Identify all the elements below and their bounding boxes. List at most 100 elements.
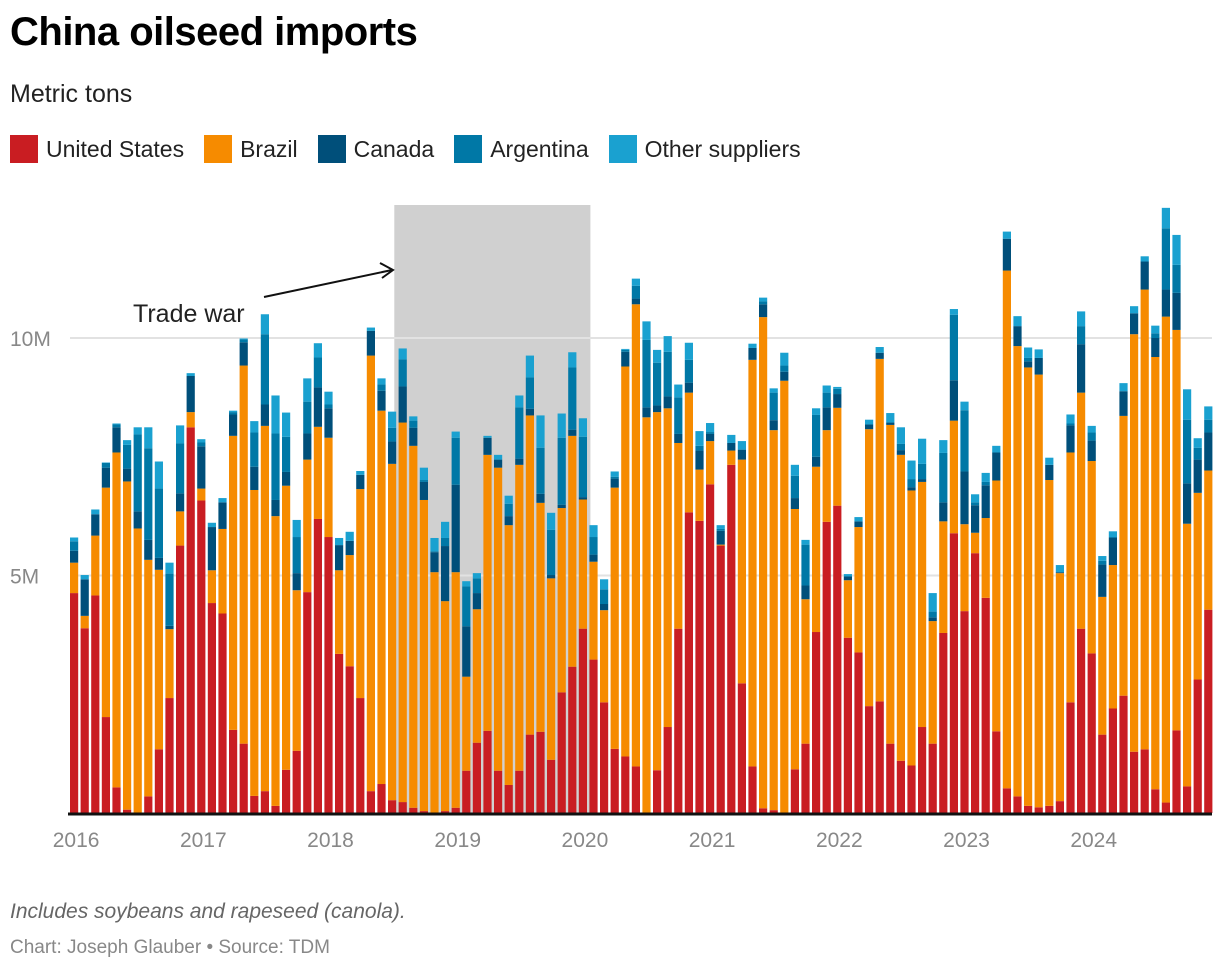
bar-segment-united-states <box>324 537 333 813</box>
bar-stack <box>494 454 503 813</box>
bar-segment-united-states <box>165 698 174 813</box>
bar-segment-canada <box>695 450 704 470</box>
bar-segment-united-states <box>197 500 206 813</box>
bar-segment-canada <box>282 471 291 486</box>
bar-segment-other-suppliers <box>960 401 969 411</box>
legend: United States Brazil Canada Argentina Ot… <box>10 135 821 163</box>
bar-segment-brazil <box>377 410 386 785</box>
bar-segment-argentina <box>462 586 471 627</box>
bar-segment-united-states <box>875 701 884 814</box>
bar-segment-other-suppliers <box>1119 383 1128 392</box>
bar-segment-brazil <box>536 502 545 732</box>
bar-segment-other-suppliers <box>843 574 852 577</box>
bar-segment-brazil <box>992 480 1001 732</box>
bar-segment-canada <box>356 474 365 490</box>
bar-segment-brazil <box>600 610 609 703</box>
bar-segment-other-suppliers <box>1193 438 1202 448</box>
bar-segment-other-suppliers <box>812 408 821 415</box>
bar-segment-canada <box>462 626 471 677</box>
bar-stack <box>186 373 195 813</box>
bar-segment-brazil <box>70 562 79 594</box>
bar-segment-other-suppliers <box>992 445 1001 453</box>
bar-stack <box>833 386 842 813</box>
bar-segment-other-suppliers <box>112 423 121 425</box>
bar-segment-brazil <box>1045 480 1054 806</box>
bar-stack <box>197 439 206 813</box>
bar-segment-other-suppliers <box>547 512 556 530</box>
bar-segment-canada <box>409 427 418 446</box>
bar-segment-canada <box>621 351 630 367</box>
bar-stack <box>377 378 386 813</box>
bar-segment-argentina <box>101 462 110 468</box>
bar-segment-united-states <box>1183 786 1192 813</box>
bar-stack <box>854 517 863 813</box>
bar-segment-brazil <box>971 532 980 554</box>
bar-stack <box>1119 383 1128 813</box>
bar-segment-canada <box>1183 483 1192 524</box>
bar-segment-other-suppliers <box>398 348 407 360</box>
bar-segment-other-suppliers <box>557 413 566 438</box>
bar-segment-canada <box>928 617 937 622</box>
bar-segment-united-states <box>356 698 365 813</box>
x-tick-label: 2017 <box>180 829 227 852</box>
bar-segment-canada <box>1055 572 1064 574</box>
bar-stack <box>684 342 693 813</box>
bar-segment-other-suppliers <box>907 460 916 480</box>
bar-stack <box>229 410 238 814</box>
bar-segment-united-states <box>1130 751 1139 813</box>
bar-segment-argentina <box>133 434 142 512</box>
bar-segment-canada <box>663 396 672 409</box>
bar-stack <box>271 395 280 814</box>
bar-segment-brazil <box>918 481 927 728</box>
bar-segment-united-states <box>621 756 630 813</box>
bar-segment-brazil <box>271 516 280 806</box>
bar-segment-brazil <box>80 615 89 629</box>
bar-segment-canada <box>165 625 174 630</box>
bar-segment-argentina <box>706 432 715 434</box>
bar-stack <box>1002 231 1011 813</box>
bar-segment-canada <box>133 511 142 529</box>
bar-stack <box>1087 425 1096 813</box>
bar-segment-brazil <box>250 490 259 796</box>
bar-segment-other-suppliers <box>1002 231 1011 239</box>
bar-segment-brazil <box>748 359 757 767</box>
source-credit: Chart: Joseph Glauber • Source: TDM <box>10 937 330 958</box>
bar-segment-canada <box>1077 344 1086 393</box>
bar-segment-other-suppliers <box>154 461 163 489</box>
bar-segment-argentina <box>1161 228 1170 290</box>
bar-segment-other-suppliers <box>928 593 937 612</box>
bar-stack <box>801 539 810 813</box>
bar-segment-brazil <box>303 459 312 593</box>
bar-segment-united-states <box>1002 788 1011 813</box>
bar-segment-other-suppliers <box>271 395 280 434</box>
bar-segment-brazil <box>684 392 693 513</box>
bar-stack <box>1045 457 1054 814</box>
bar-segment-canada <box>1045 464 1054 481</box>
bar-segment-argentina <box>303 401 312 434</box>
bar-stack <box>472 573 481 813</box>
bar-stack <box>748 343 757 813</box>
bar-segment-brazil <box>896 454 905 761</box>
bar-segment-other-suppliers <box>229 410 238 413</box>
bar-segment-other-suppliers <box>918 438 927 464</box>
bar-segment-argentina <box>684 359 693 383</box>
bar-segment-canada <box>504 516 513 526</box>
bar-segment-canada <box>589 554 598 562</box>
bar-segment-canada <box>1108 537 1117 566</box>
bar-segment-other-suppliers <box>833 386 842 389</box>
bar-segment-argentina <box>1098 560 1107 565</box>
x-tick-label: 2022 <box>816 829 863 852</box>
bar-stack <box>939 440 948 813</box>
bar-segment-other-suppliers <box>981 472 990 482</box>
bar-segment-other-suppliers <box>80 575 89 580</box>
bar-segment-canada <box>186 376 195 413</box>
bar-stack <box>589 525 598 813</box>
bar-segment-brazil <box>101 487 110 718</box>
bar-segment-brazil <box>621 366 630 757</box>
bar-segment-other-suppliers <box>748 343 757 348</box>
bar-segment-other-suppliers <box>663 336 672 352</box>
legend-item-canada: Canada <box>317 135 434 163</box>
bar-segment-other-suppliers <box>1034 349 1043 358</box>
bar-segment-united-states <box>992 731 1001 813</box>
bar-segment-other-suppliers <box>568 352 577 368</box>
